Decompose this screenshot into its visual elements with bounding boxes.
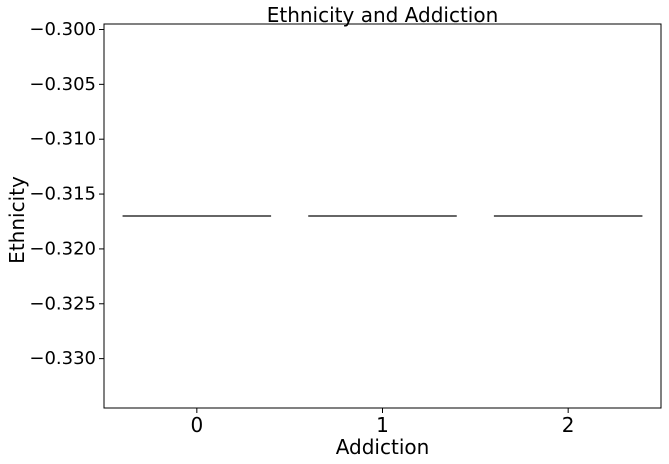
y-tick-label: −0.305 xyxy=(29,74,96,95)
y-tick-label: −0.325 xyxy=(29,293,96,314)
y-tick-label: −0.310 xyxy=(29,129,96,150)
y-axis: −0.300 −0.305 −0.310 −0.315 −0.320 −0.325 −0.3… xyxy=(29,19,104,369)
x-axis-label: Addiction xyxy=(336,435,430,459)
x-axis: 0 1 2 xyxy=(190,408,575,437)
chart-title: Ethnicity and Addiction xyxy=(267,3,499,27)
y-axis-label: Ethnicity xyxy=(5,176,29,264)
y-tick-label: −0.300 xyxy=(29,19,96,40)
y-tick-label: −0.330 xyxy=(29,348,96,369)
x-tick-label: 0 xyxy=(190,413,203,437)
y-tick-label: −0.320 xyxy=(29,238,96,259)
y-tick-label: −0.315 xyxy=(29,184,96,205)
x-tick-label: 2 xyxy=(562,413,575,437)
x-tick-label: 1 xyxy=(376,413,389,437)
